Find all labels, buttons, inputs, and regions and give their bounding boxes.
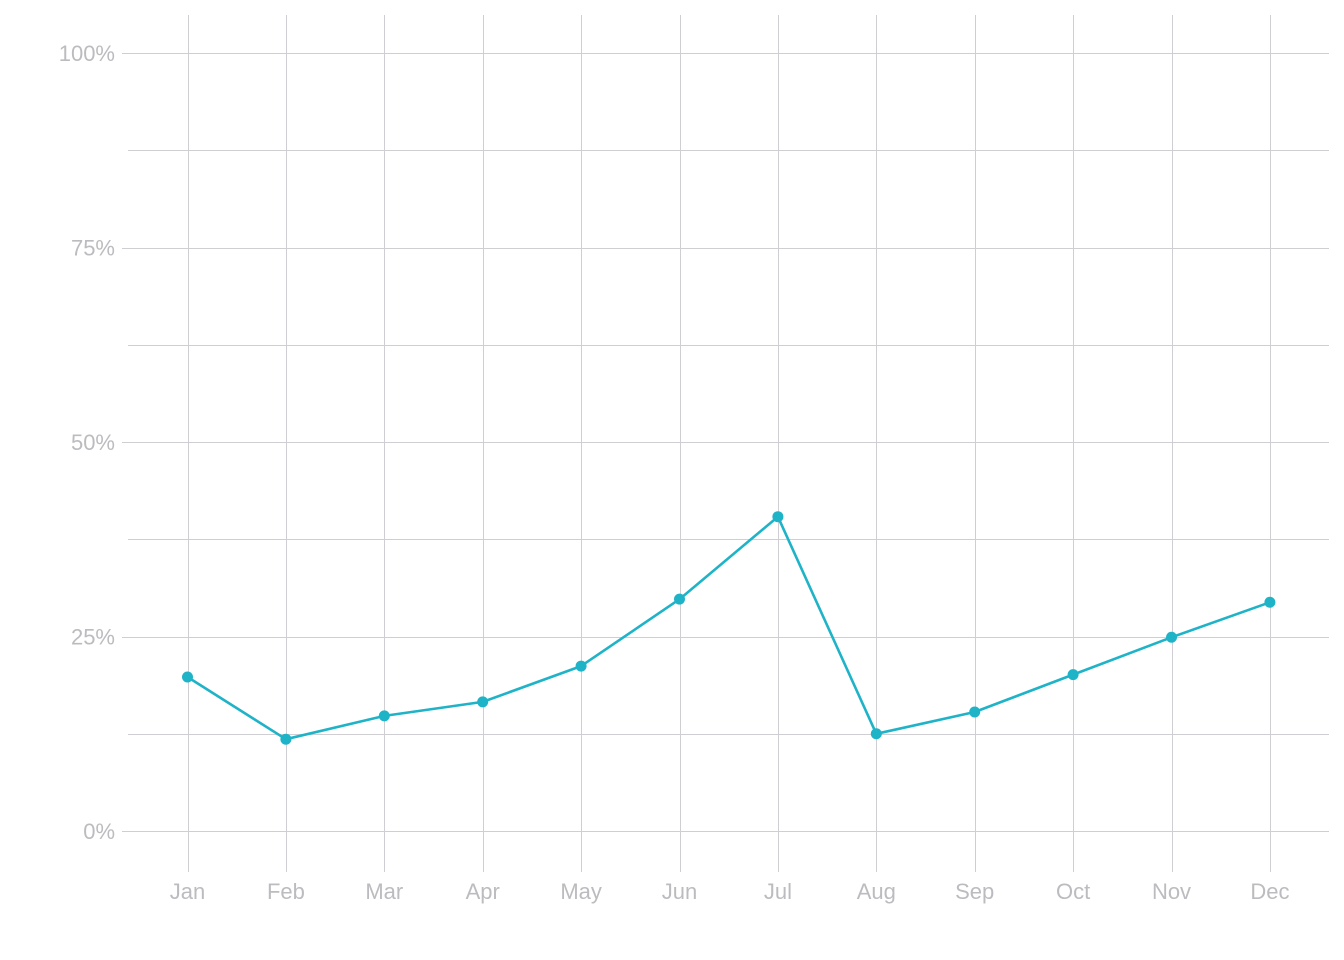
data-point (378, 710, 390, 722)
data-point (477, 696, 489, 708)
series-layer (182, 511, 1276, 745)
data-point (1067, 669, 1079, 681)
x-tick-label: Jul (764, 879, 792, 904)
y-axis-tick-labels: 0% 25% 50% 75% 100% (59, 41, 115, 844)
data-point (1166, 631, 1177, 643)
y-tick-label: 50% (71, 430, 115, 455)
x-tick-label: Sep (955, 879, 994, 904)
x-axis-tick-labels: Jan Feb Mar Apr May Jun Jul Aug Sep Oct Nov Dec (170, 879, 1290, 904)
data-point (1264, 596, 1276, 608)
y-tick-label: 75% (71, 236, 115, 261)
y-tick-label: 25% (71, 625, 115, 650)
grid-layer (122, 15, 1329, 872)
data-point (870, 728, 882, 740)
x-tick-label: Aug (857, 879, 896, 904)
x-tick-label: Mar (365, 879, 403, 904)
y-tick-label: 0% (83, 819, 115, 844)
x-tick-label: Dec (1250, 879, 1289, 904)
x-tick-label: Oct (1056, 879, 1090, 904)
x-tick-label: Jun (662, 879, 697, 904)
x-tick-label: May (560, 879, 602, 904)
x-tick-label: Feb (267, 879, 305, 904)
data-point (280, 733, 292, 745)
data-point (772, 511, 784, 523)
data-point (969, 706, 981, 718)
x-tick-label: Nov (1152, 879, 1191, 904)
data-point (182, 671, 193, 683)
series-line (186, 515, 1272, 741)
x-tick-label: Jan (170, 879, 205, 904)
data-point (575, 660, 587, 672)
y-tick-label: 100% (59, 41, 115, 66)
x-tick-label: Apr (466, 879, 500, 904)
data-point (674, 593, 685, 605)
